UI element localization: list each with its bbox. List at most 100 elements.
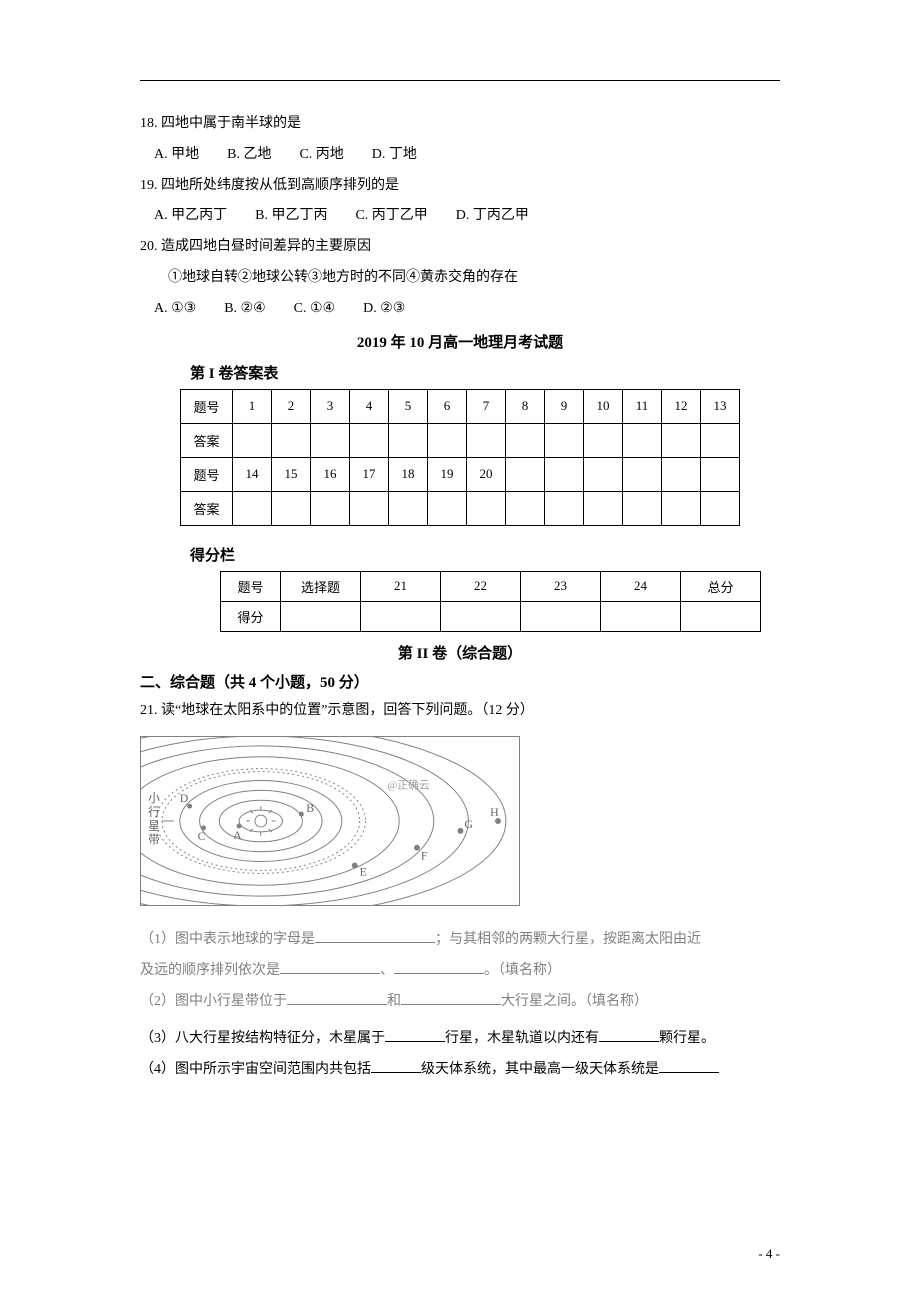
- solar-system-diagram-wrap: A B C D E F G H 小 行 星 带 @正确云: [140, 736, 780, 911]
- cell-label: 题号: [181, 457, 233, 491]
- cell: [701, 423, 740, 457]
- cell: [272, 423, 311, 457]
- blank: [385, 1041, 445, 1042]
- watermark: @正确云: [387, 779, 430, 792]
- q21-2: （2）图中小行星带位于和大行星之间。（填名称）: [140, 987, 780, 1018]
- blank: [280, 973, 380, 974]
- cell: [701, 457, 740, 491]
- cell: 选择题: [281, 571, 361, 601]
- text: 行星，木星轨道以内还有: [445, 1031, 599, 1046]
- cell: 16: [311, 457, 350, 491]
- score-table: 题号 选择题 21 22 23 24 总分 得分: [220, 571, 761, 632]
- cell: 8: [506, 389, 545, 423]
- text: 和: [387, 994, 401, 1009]
- table-row: 得分: [221, 601, 761, 631]
- cell: [623, 457, 662, 491]
- cell: 6: [428, 389, 467, 423]
- q21-1: （1）图中表示地球的字母是；与其相邻的两颗大行星，按距离太阳由近: [140, 925, 780, 956]
- blank: [315, 942, 435, 943]
- text: 级天体系统，其中最高一级天体系统是: [421, 1062, 659, 1077]
- text: 颗行星。: [659, 1031, 715, 1046]
- label-g: G: [464, 817, 473, 831]
- cell-label: 答案: [181, 491, 233, 525]
- cell: 7: [467, 389, 506, 423]
- label-c: C: [198, 829, 206, 843]
- cell: [623, 423, 662, 457]
- table-row: 答案: [181, 423, 740, 457]
- text: 。（填名称）: [484, 963, 561, 978]
- blank: [371, 1072, 421, 1073]
- text: ；与其相邻的两颗大行星，按距离太阳由近: [435, 932, 701, 947]
- cell: 1: [233, 389, 272, 423]
- cell: [601, 601, 681, 631]
- cell: 22: [441, 571, 521, 601]
- table-row: 题号 选择题 21 22 23 24 总分: [221, 571, 761, 601]
- solar-system-diagram: A B C D E F G H 小 行 星 带 @正确云: [140, 736, 520, 906]
- cell: 14: [233, 457, 272, 491]
- cell: 10: [584, 389, 623, 423]
- cell: [662, 457, 701, 491]
- cell: 18: [389, 457, 428, 491]
- text: （3）八大行星按结构特征分，木星属于: [140, 1031, 385, 1046]
- cell: 24: [601, 571, 681, 601]
- cell-label: 答案: [181, 423, 233, 457]
- cell: 得分: [221, 601, 281, 631]
- cell: 11: [623, 389, 662, 423]
- cell: [441, 601, 521, 631]
- cell: [545, 423, 584, 457]
- cell: [545, 491, 584, 525]
- cell: [623, 491, 662, 525]
- section2-title: 第 II 卷（综合题）: [140, 642, 780, 663]
- cell: 3: [311, 389, 350, 423]
- q19-stem: 19. 四地所处纬度按从低到高顺序排列的是: [140, 171, 780, 202]
- cell: [521, 601, 601, 631]
- table-row: 题号 1 2 3 4 5 6 7 8 9 10 11 12 13: [181, 389, 740, 423]
- cell: [272, 491, 311, 525]
- table-row: 题号 14 15 16 17 18 19 20: [181, 457, 740, 491]
- svg-text:带: 带: [148, 833, 160, 847]
- text: 大行星之间。（填名称）: [501, 994, 648, 1009]
- part2-heading: 二、综合题（共 4 个小题，50 分）: [140, 671, 780, 692]
- cell: [233, 491, 272, 525]
- exam-title: 2019 年 10 月高一地理月考试题: [140, 331, 780, 352]
- blank: [401, 1004, 501, 1005]
- cell: [662, 423, 701, 457]
- page-number: - 4 -: [758, 1246, 780, 1262]
- cell: [350, 491, 389, 525]
- blank: [659, 1072, 719, 1073]
- cell: [545, 457, 584, 491]
- cell: 15: [272, 457, 311, 491]
- cell-label: 题号: [181, 389, 233, 423]
- q20-sub: ①地球自转②地球公转③地方时的不同④黄赤交角的存在: [140, 263, 780, 294]
- cell: 17: [350, 457, 389, 491]
- cell: [233, 423, 272, 457]
- cell: [361, 601, 441, 631]
- svg-text:行: 行: [148, 805, 160, 819]
- cell: 23: [521, 571, 601, 601]
- cell: [428, 423, 467, 457]
- text: 及远的顺序排列依次是: [140, 963, 280, 978]
- answer-table: 题号 1 2 3 4 5 6 7 8 9 10 11 12 13 答案 题号 1…: [180, 389, 740, 526]
- cell: [428, 491, 467, 525]
- svg-text:星: 星: [148, 819, 160, 833]
- label-d: D: [180, 792, 189, 806]
- blank: [394, 973, 484, 974]
- cell: 12: [662, 389, 701, 423]
- label-e: E: [360, 865, 367, 879]
- cell: [389, 491, 428, 525]
- cell: [350, 423, 389, 457]
- q18-options: A. 甲地 B. 乙地 C. 丙地 D. 丁地: [140, 140, 780, 171]
- cell: [506, 423, 545, 457]
- asteroid-belt-label: 小: [148, 792, 160, 806]
- label-f: F: [421, 849, 428, 863]
- cell: [584, 491, 623, 525]
- q21-4: （4）图中所示宇宙空间范围内共包括级天体系统，其中最高一级天体系统是: [140, 1055, 780, 1086]
- cell: [584, 457, 623, 491]
- cell: [701, 491, 740, 525]
- cell: 2: [272, 389, 311, 423]
- cell: [662, 491, 701, 525]
- q20-options: A. ①③ B. ②④ C. ①④ D. ②③: [140, 294, 780, 325]
- q21-stem: 21. 读“地球在太阳系中的位置”示意图，回答下列问题。（12 分）: [140, 696, 780, 727]
- answer-sheet-title: 第 I 卷答案表: [190, 362, 780, 383]
- table-row: 答案: [181, 491, 740, 525]
